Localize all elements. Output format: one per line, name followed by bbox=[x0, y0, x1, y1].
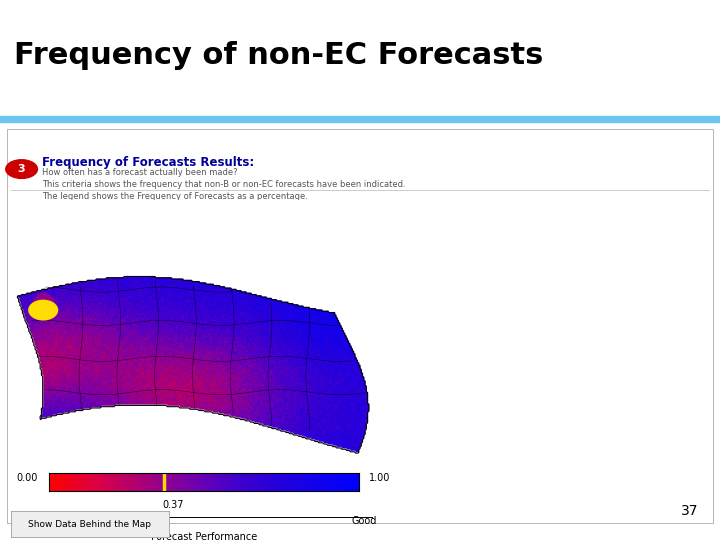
Text: 0.37: 0.37 bbox=[163, 500, 184, 510]
Text: Good: Good bbox=[351, 516, 377, 526]
Text: Bad: Bad bbox=[34, 516, 53, 526]
Text: 3: 3 bbox=[18, 164, 25, 174]
Text: 1.00: 1.00 bbox=[369, 473, 391, 483]
Text: The legend shows the Frequency of Forecasts as a percentage.: The legend shows the Frequency of Foreca… bbox=[42, 192, 307, 201]
Text: Frequency of Forecasts Results:: Frequency of Forecasts Results: bbox=[42, 156, 254, 169]
Text: 37: 37 bbox=[681, 504, 698, 518]
Text: Show Data Behind the Map: Show Data Behind the Map bbox=[29, 520, 151, 529]
Circle shape bbox=[6, 160, 37, 178]
Text: 0.00: 0.00 bbox=[17, 473, 38, 483]
Circle shape bbox=[29, 300, 58, 320]
Text: Frequency of non-EC Forecasts: Frequency of non-EC Forecasts bbox=[14, 41, 544, 70]
Text: Forecast Performance: Forecast Performance bbox=[150, 532, 257, 540]
Text: This criteria shows the frequency that non-B or non-EC forecasts have been indic: This criteria shows the frequency that n… bbox=[42, 180, 405, 190]
Bar bbox=[0, 116, 720, 123]
Text: How often has a forecast actually been made?: How often has a forecast actually been m… bbox=[42, 168, 238, 178]
